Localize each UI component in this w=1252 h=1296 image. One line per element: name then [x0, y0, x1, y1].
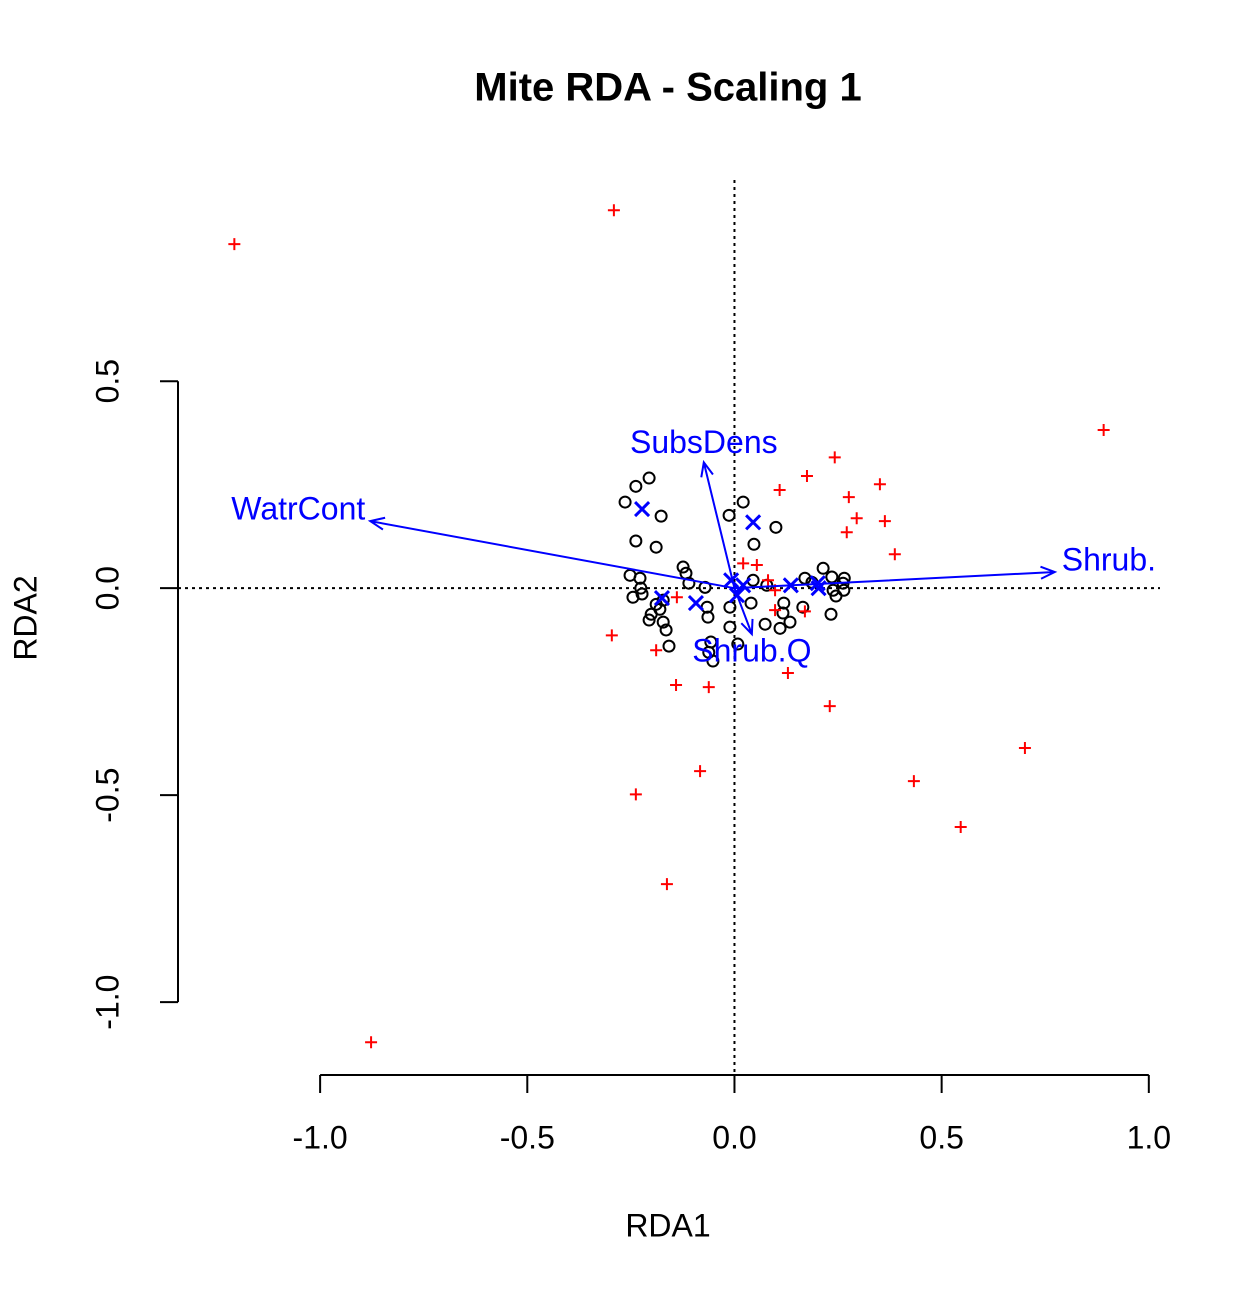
species-point: [365, 1036, 378, 1049]
y-axis-label: RDA2: [7, 575, 43, 660]
site-point: [837, 583, 851, 597]
site-point: [706, 654, 720, 668]
x-tick-label: 1.0: [1127, 1119, 1171, 1155]
species-point: [607, 204, 620, 217]
site-point: [747, 537, 761, 551]
arrow-label: Shrub.Q: [692, 633, 811, 669]
site-point: [676, 560, 690, 574]
species-point: [694, 765, 707, 778]
site-point: [642, 613, 656, 627]
centroid-point: [745, 514, 762, 531]
y-tick-label: -0.5: [89, 768, 125, 823]
species-point: [828, 451, 841, 464]
arrow-label: SubsDens: [630, 424, 778, 460]
species-point: [800, 469, 813, 482]
species-point: [670, 679, 683, 692]
centroid-point: [735, 577, 752, 594]
species-point: [798, 605, 811, 618]
arrow: [700, 459, 736, 589]
species-point: [773, 484, 786, 497]
site-point: [635, 587, 649, 601]
site-point: [662, 639, 676, 653]
site-point: [731, 637, 745, 651]
site-point: [722, 508, 736, 522]
site-point: [773, 621, 787, 635]
x-axis-label: RDA1: [625, 1207, 710, 1243]
arrow: [733, 587, 754, 637]
site-point: [682, 576, 696, 590]
site-point: [723, 620, 737, 634]
chart-title: Mite RDA - Scaling 1: [474, 66, 861, 110]
site-point: [736, 495, 750, 509]
centroid-point: [723, 572, 740, 589]
site-point: [618, 495, 632, 509]
species-point: [823, 700, 836, 713]
site-point: [644, 607, 658, 621]
site-point: [701, 610, 715, 624]
x-tick-label: -1.0: [293, 1119, 348, 1155]
species-point: [762, 574, 775, 587]
site-point: [825, 570, 839, 584]
site-point: [642, 471, 656, 485]
species-point: [737, 557, 750, 570]
site-point: [654, 509, 668, 523]
arrow-label: Shrub.: [1062, 541, 1156, 577]
arrow-label: WatrCont: [231, 491, 365, 527]
y-tick-label: 0.0: [89, 566, 125, 610]
x-tick-label: 0.5: [919, 1119, 963, 1155]
species-point: [878, 515, 891, 528]
species-point: [228, 238, 241, 251]
site-point: [837, 571, 851, 585]
species-point: [702, 681, 715, 694]
species-point: [954, 821, 967, 834]
site-point: [629, 479, 643, 493]
species-point: [781, 667, 794, 680]
site-point: [783, 615, 797, 629]
site-point: [769, 520, 783, 534]
site-point: [649, 540, 663, 554]
species-point: [670, 591, 683, 604]
site-point: [816, 561, 830, 575]
species-point: [750, 558, 763, 571]
site-point: [776, 606, 790, 620]
species-point: [888, 548, 901, 561]
species-point: [650, 644, 663, 657]
species-point: [605, 629, 618, 642]
species-point: [1097, 424, 1110, 437]
species-point: [769, 604, 782, 617]
centroid-point: [653, 590, 671, 607]
centroid-point: [687, 595, 704, 612]
site-point: [659, 623, 673, 637]
arrow: [367, 516, 735, 590]
arrow: [734, 565, 1058, 590]
species-point: [1018, 741, 1031, 754]
y-tick-label: -1.0: [89, 975, 125, 1030]
site-point: [758, 617, 772, 631]
species-point: [840, 526, 853, 539]
x-tick-label: -0.5: [500, 1119, 555, 1155]
y-tick-label: 0.5: [89, 359, 125, 403]
species-point: [907, 775, 920, 788]
x-tick-label: 0.0: [712, 1119, 756, 1155]
site-point: [656, 615, 670, 629]
site-point: [744, 596, 758, 610]
site-point: [796, 600, 810, 614]
site-point: [629, 534, 643, 548]
species-point: [660, 878, 673, 891]
site-point: [824, 607, 838, 621]
species-point: [873, 478, 886, 491]
species-point: [629, 788, 642, 801]
centroid-point: [634, 501, 651, 518]
species-point: [850, 512, 863, 525]
species-point: [842, 491, 855, 504]
site-point: [634, 581, 648, 595]
